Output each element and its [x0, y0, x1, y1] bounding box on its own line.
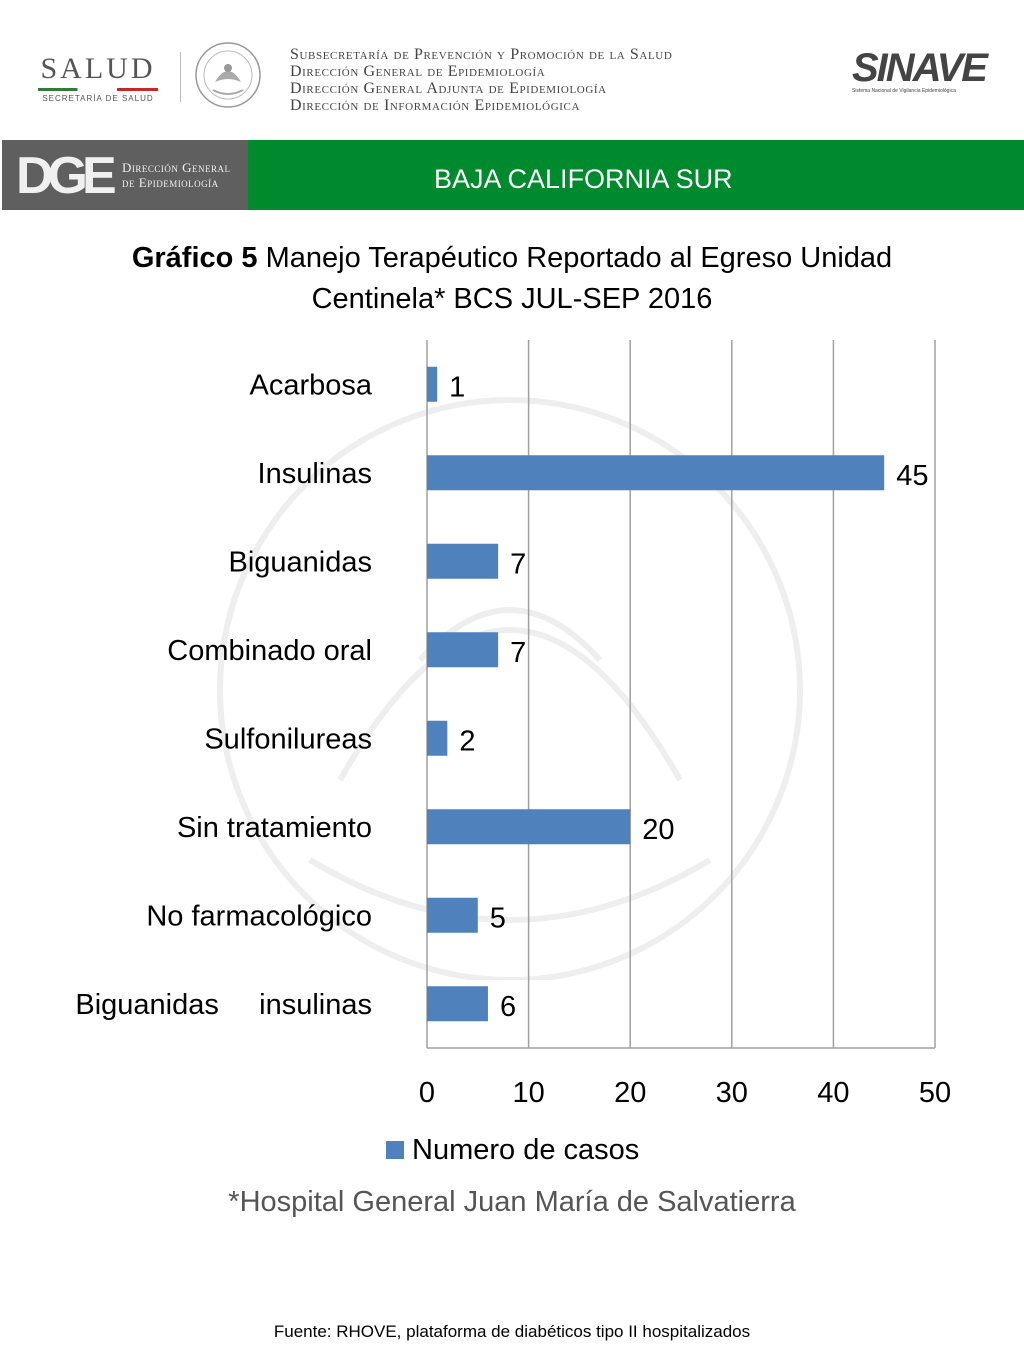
- subsecretaria-line: Dirección General de Epidemiología: [290, 63, 546, 80]
- x-tick-label: 20: [614, 1077, 646, 1109]
- sinave-logo-subtitle: Sistema Nacional de Vigilancia Epidemiol…: [852, 88, 956, 94]
- legend-swatch: [386, 1141, 404, 1159]
- legend-label: Numero de casos: [412, 1133, 640, 1166]
- x-tick-label: 10: [512, 1077, 544, 1109]
- category-label: Biguanidas insulinas: [75, 989, 372, 1021]
- category-label: Acarbosa: [249, 369, 372, 401]
- data-label: 1: [449, 371, 465, 403]
- category-label: Biguanidas: [229, 546, 373, 578]
- data-label: 5: [490, 902, 506, 934]
- x-tick-label: 40: [817, 1077, 849, 1109]
- source-note: Fuente: RHOVE, plataforma de diabéticos …: [273, 1322, 751, 1341]
- seal-icon: [195, 42, 261, 108]
- salud-logo-word: SALUD: [40, 52, 156, 85]
- bar: [427, 897, 478, 933]
- subsecretaria-line: Dirección de Información Epidemiológica: [290, 97, 580, 114]
- dge-logo: DGE: [16, 147, 117, 205]
- dge-banner: DGE Dirección General de Epidemiología: [2, 140, 248, 210]
- banner: DGE Dirección General de Epidemiología B…: [0, 140, 1024, 210]
- data-label: 20: [642, 814, 674, 846]
- chart-legend: Numero de casos: [386, 1132, 639, 1168]
- dge-text-line: Dirección General: [122, 160, 231, 175]
- subsecretaria-block: Subsecretaría de Prevención y Promoción …: [290, 46, 810, 114]
- sinave-logo-word: SINAVE: [852, 46, 988, 90]
- subsecretaria-line: Dirección General Adjunta de Epidemiolog…: [290, 80, 607, 97]
- chart-title-rest: Manejo Terapéutico Reportado al Egreso U…: [257, 242, 893, 274]
- x-tick-label: 0: [419, 1077, 435, 1109]
- chart-title-line-1: Gráfico 5 Manejo Terapéutico Reportado a…: [0, 238, 1024, 279]
- data-label: 6: [500, 991, 516, 1023]
- category-label: Combinado oral: [167, 635, 372, 667]
- state-name: BAJA CALIFORNIA SUR: [434, 164, 733, 194]
- data-label: 7: [510, 548, 526, 580]
- data-label: 45: [896, 460, 928, 492]
- bar: [427, 632, 499, 668]
- salud-logo: SALUD SECRETARÍA DE SALUD: [28, 52, 168, 112]
- salud-logo-subtitle: SECRETARÍA DE SALUD: [42, 94, 154, 103]
- data-label: 7: [510, 637, 526, 669]
- category-label: Insulinas: [258, 458, 372, 490]
- chart-title-bold: Gráfico 5: [131, 242, 258, 274]
- bar: [427, 455, 885, 491]
- data-label: 2: [459, 725, 475, 757]
- page-header: SALUD SECRETARÍA DE SALUD Subsecretaría …: [0, 0, 1024, 140]
- chart-title-line-2: Centinela* BCS JUL-SEP 2016: [311, 283, 713, 315]
- chart-title: Gráfico 5 Manejo Terapéutico Reportado a…: [0, 238, 1024, 320]
- dge-text-line: de Epidemiología: [122, 175, 219, 190]
- category-label: No farmacológico: [146, 900, 372, 932]
- bar: [427, 366, 438, 402]
- state-banner: BAJA CALIFORNIA SUR: [248, 140, 1024, 210]
- bar: [427, 543, 499, 579]
- subsecretaria-line: Subsecretaría de Prevención y Promoción …: [290, 46, 673, 63]
- category-label: Sin tratamiento: [177, 812, 372, 844]
- sinave-logo: SINAVE Sistema Nacional de Vigilancia Ep…: [852, 48, 992, 100]
- category-label: Sulfonilureas: [204, 723, 372, 755]
- bar: [427, 809, 631, 845]
- bar-chart: 0 10 20 30 40 50 Acarbosa 1 Insulinas 45 Biguanida…: [75, 340, 951, 1109]
- x-tick-label: 50: [919, 1077, 951, 1109]
- salud-logo-rule: [38, 88, 158, 91]
- header-divider: [180, 52, 181, 102]
- dge-text: Dirección General de Epidemiología: [122, 160, 231, 190]
- x-tick-label: 30: [716, 1077, 748, 1109]
- bar: [427, 986, 488, 1022]
- footnote: *Hospital General Juan María de Salvatie…: [228, 1186, 796, 1218]
- bar: [427, 720, 448, 756]
